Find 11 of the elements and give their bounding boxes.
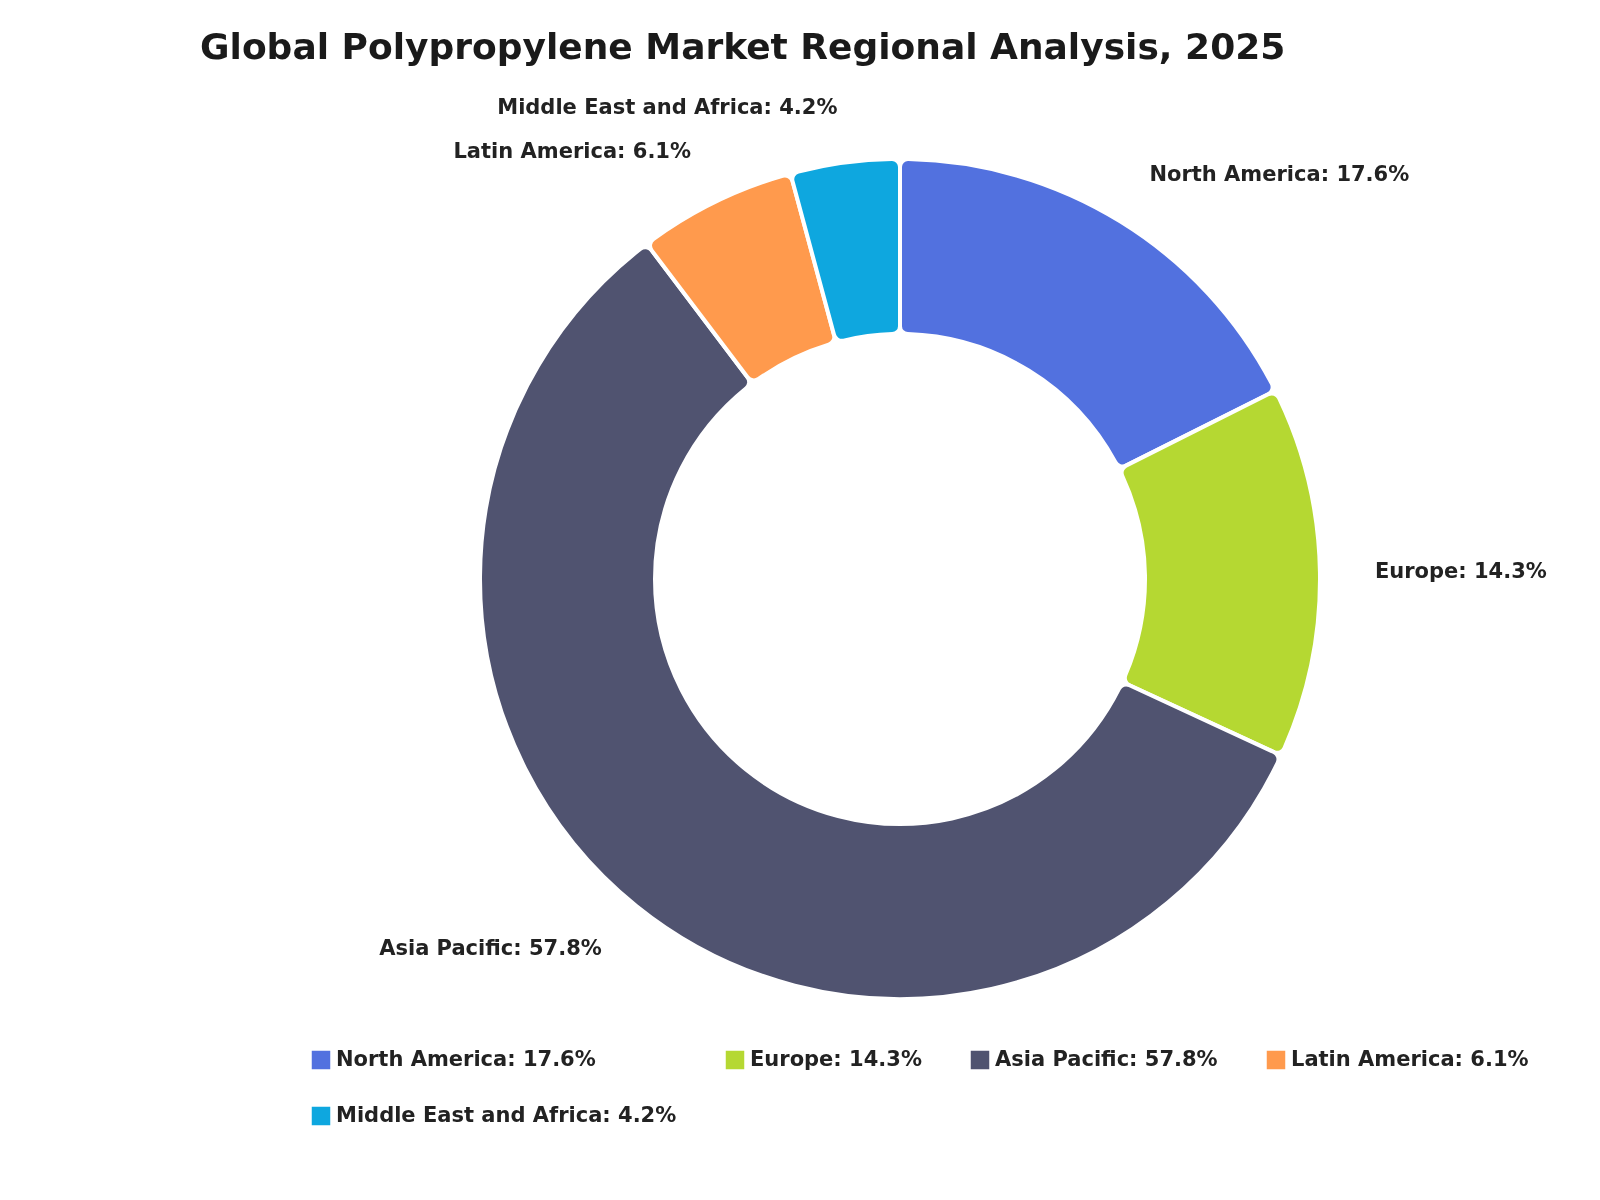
legend-label: Middle East and Africa: 4.2% bbox=[336, 1103, 677, 1127]
legend-label: Latin America: 6.1% bbox=[1291, 1047, 1529, 1071]
slice-label: Asia Pacific: 57.8% bbox=[379, 935, 602, 960]
legend-label: Asia Pacific: 57.8% bbox=[995, 1047, 1218, 1071]
slice-label: Latin America: 6.1% bbox=[453, 139, 692, 164]
slice-label: Middle East and Africa: 4.2% bbox=[497, 95, 838, 120]
legend-label: North America: 17.6% bbox=[336, 1047, 596, 1071]
legend-label: Europe: 14.3% bbox=[750, 1047, 922, 1071]
slice-label: North America: 17.6% bbox=[1149, 161, 1410, 186]
chart-title: Global Polypropylene Market Regional Analysis, 2025 bbox=[200, 26, 1286, 68]
slice-label: Europe: 14.3% bbox=[1374, 558, 1547, 583]
